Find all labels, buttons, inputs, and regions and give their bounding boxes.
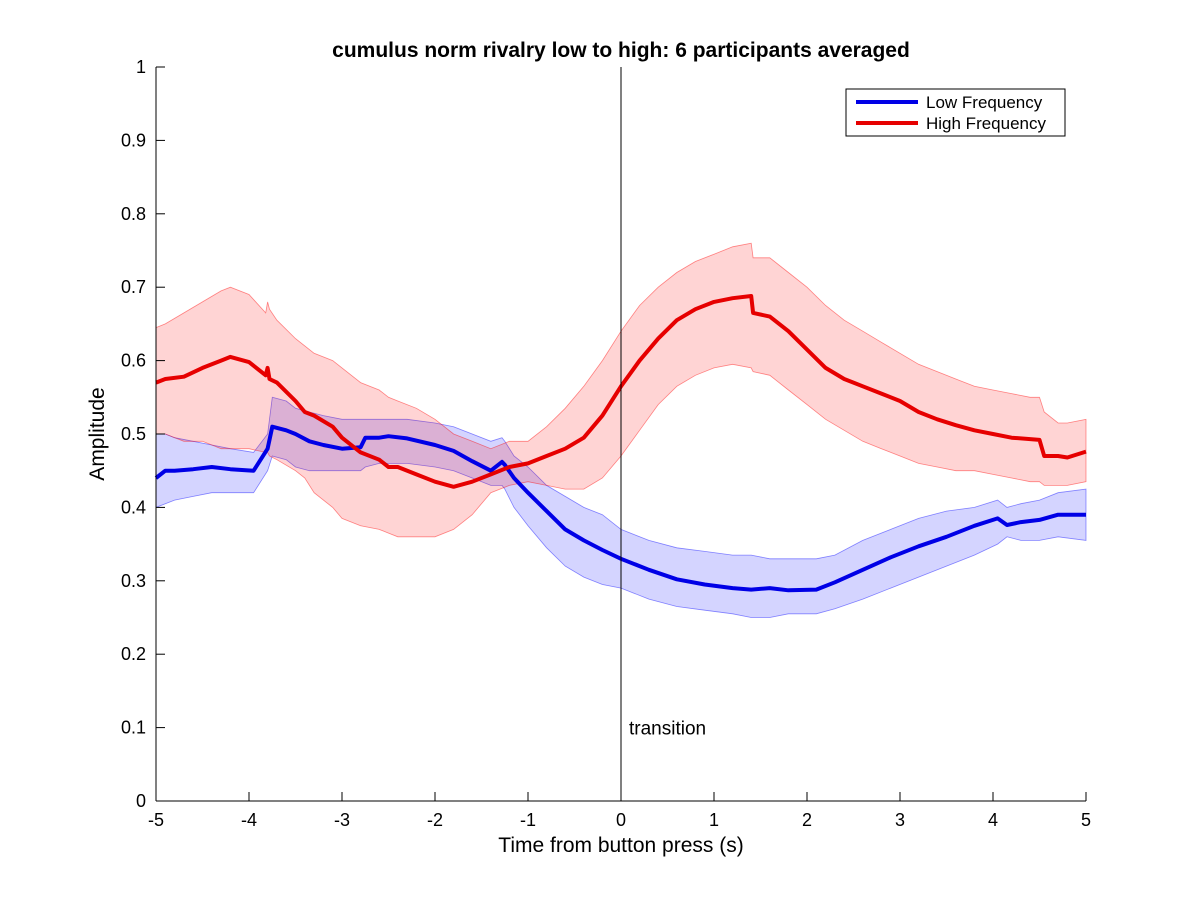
y-tick-label: 0.1	[121, 718, 146, 738]
y-tick-label: 0.6	[121, 351, 146, 371]
series-lines	[154, 294, 1087, 593]
y-axis-ticks: 0 0.1 0.2 0.3 0.4 0.5 0.6 0.7 0.8 0.9 1	[121, 57, 165, 811]
y-tick-label: 0.2	[121, 644, 146, 664]
legend-box	[845, 88, 1066, 137]
y-tick-label: 0.7	[121, 277, 146, 297]
x-tick-label: 5	[1081, 810, 1091, 830]
x-tick-label: 0	[616, 810, 626, 830]
x-tick-label: -2	[427, 810, 443, 830]
x-axis-label: Time from button press (s)	[498, 834, 743, 857]
legend-label-low-frequency: Low Frequency	[926, 93, 1043, 112]
x-tick-label: 4	[988, 810, 998, 830]
chart-title: cumulus norm rivalry low to high: 6 part…	[332, 39, 910, 62]
transition-label: transition	[629, 719, 706, 740]
x-tick-label: -3	[334, 810, 350, 830]
y-tick-label: 0.5	[121, 424, 146, 444]
legend: Low Frequency High Frequency	[845, 88, 1066, 137]
x-tick-label: 1	[709, 810, 719, 830]
y-axis-label: Amplitude	[86, 387, 109, 480]
series-line-high-frequency	[155, 294, 1087, 489]
y-tick-label: 0	[136, 791, 146, 811]
y-tick-label: 0.9	[121, 130, 146, 150]
series-line-low-frequency	[154, 424, 1086, 593]
y-tick-label: 0.3	[121, 571, 146, 591]
y-tick-label: 1	[136, 57, 146, 77]
y-tick-label: 0.8	[121, 204, 146, 224]
x-tick-label: -4	[241, 810, 257, 830]
x-axis-ticks: -5 -4 -3 -2 -1 0 1 2 3 4 5	[148, 792, 1091, 830]
x-tick-label: 3	[895, 810, 905, 830]
x-tick-label: 2	[802, 810, 812, 830]
legend-label-high-frequency: High Frequency	[926, 114, 1047, 133]
x-tick-label: -1	[520, 810, 536, 830]
y-tick-label: 0.4	[121, 497, 146, 517]
x-tick-label: -5	[148, 810, 164, 830]
